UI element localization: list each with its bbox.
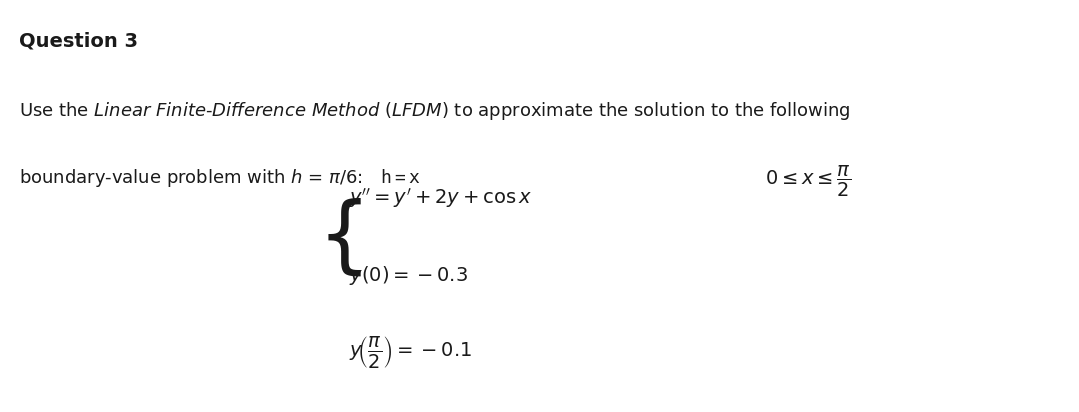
Text: $y\!\left(\dfrac{\pi}{2}\right) = -0.1$: $y\!\left(\dfrac{\pi}{2}\right) = -0.1$ bbox=[349, 334, 472, 370]
Text: $y(0) = -0.3$: $y(0) = -0.3$ bbox=[349, 264, 468, 287]
Text: $y'' = y' + 2y + \cos x$: $y'' = y' + 2y + \cos x$ bbox=[349, 186, 532, 210]
Text: Question 3: Question 3 bbox=[18, 31, 138, 50]
Text: $0 \leq x \leq \dfrac{\pi}{2}$: $0 \leq x \leq \dfrac{\pi}{2}$ bbox=[765, 164, 850, 199]
Text: Use the $\it{Linear\ Finite\text{-}Difference\ Method\ (LFDM)}$ to approximate t: Use the $\it{Linear\ Finite\text{-}Diffe… bbox=[18, 101, 850, 122]
Text: boundary-value problem with $\it{h}$ = $\pi$/6:   $\mathtt{h=x}$: boundary-value problem with $\it{h}$ = $… bbox=[18, 167, 421, 190]
Text: $\left\{\ \right.$: $\left\{\ \right.$ bbox=[317, 198, 361, 279]
